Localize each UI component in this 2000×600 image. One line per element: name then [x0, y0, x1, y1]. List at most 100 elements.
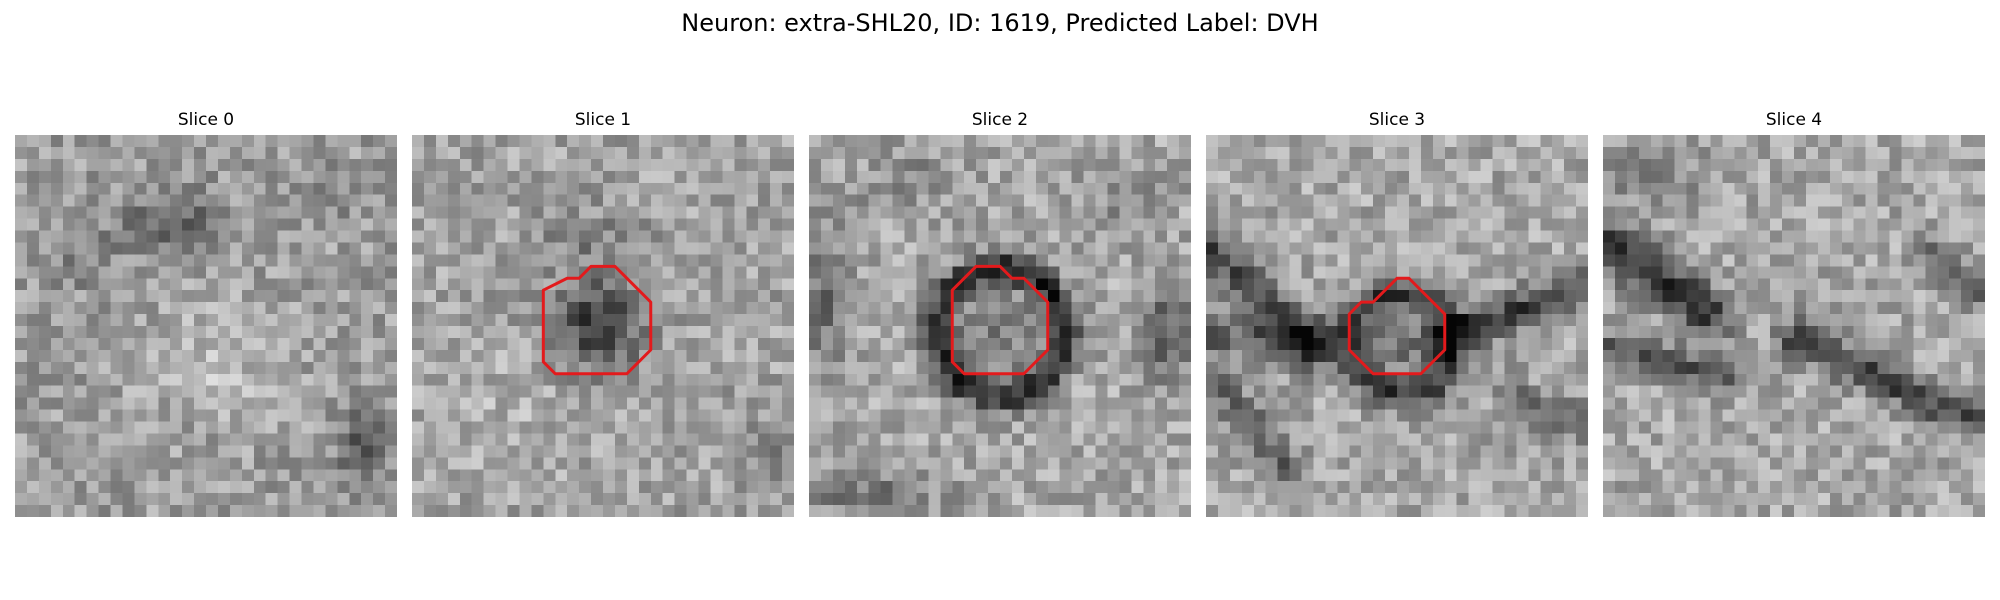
- slice-title: Slice 3: [1368, 110, 1426, 130]
- pixel: [1650, 170, 1663, 183]
- pixel: [1408, 194, 1422, 207]
- pixel: [1265, 457, 1278, 470]
- pixel: [782, 409, 794, 422]
- pixel: [1564, 445, 1577, 458]
- pixel: [301, 194, 314, 207]
- pixel: [638, 326, 651, 339]
- pixel: [1949, 337, 1962, 351]
- pixel: [38, 290, 52, 303]
- pixel: [313, 266, 326, 279]
- pixel: [1961, 326, 1974, 339]
- pixel: [758, 409, 771, 422]
- pixel: [361, 135, 374, 148]
- pixel: [1107, 266, 1120, 279]
- pixel: [471, 158, 484, 172]
- pixel: [1805, 302, 1819, 315]
- pixel: [1913, 278, 1926, 291]
- pixel: [734, 230, 747, 243]
- pixel: [1155, 481, 1168, 494]
- pixel: [1540, 146, 1553, 160]
- pixel: [916, 481, 929, 494]
- pixel: [1035, 433, 1048, 446]
- pixel: [1540, 505, 1553, 517]
- pixel: [988, 457, 1001, 470]
- pixel: [1973, 433, 1985, 446]
- pixel: [1071, 469, 1084, 482]
- pixel: [1059, 218, 1072, 231]
- pixel: [1853, 385, 1866, 398]
- pixel: [1373, 254, 1386, 267]
- pixel: [1023, 302, 1037, 315]
- pixel: [471, 278, 484, 291]
- pixel: [1155, 242, 1168, 255]
- pixel: [62, 469, 75, 482]
- pixel: [758, 206, 771, 219]
- pixel: [964, 146, 977, 160]
- pixel: [1626, 218, 1640, 231]
- pixel: [1059, 278, 1072, 291]
- pixel: [74, 469, 87, 482]
- pixel: [519, 230, 532, 243]
- pixel: [940, 230, 953, 243]
- pixel: [1468, 445, 1481, 458]
- pixel: [734, 242, 747, 255]
- pixel: [638, 469, 651, 482]
- pixel: [1107, 445, 1120, 458]
- pixel: [1901, 373, 1914, 386]
- pixel: [782, 337, 794, 351]
- pixel: [62, 481, 75, 494]
- pixel: [1023, 206, 1037, 219]
- pixel: [567, 493, 580, 506]
- pixel: [567, 433, 580, 446]
- pixel: [904, 218, 917, 231]
- pixel: [1023, 505, 1037, 517]
- pixel: [1095, 397, 1108, 410]
- pixel: [301, 469, 314, 482]
- pixel: [1853, 206, 1866, 219]
- pixel: [710, 206, 723, 219]
- pixel: [1480, 326, 1493, 339]
- pixel: [1047, 206, 1060, 219]
- pixel: [206, 170, 219, 183]
- pixel: [1143, 206, 1156, 219]
- pixel: [1167, 266, 1180, 279]
- pixel: [1241, 481, 1254, 494]
- pixel: [483, 218, 496, 231]
- pixel: [194, 385, 207, 398]
- pixel: [1408, 135, 1422, 148]
- pixel: [1841, 158, 1854, 172]
- pixel: [1373, 302, 1386, 315]
- pixel: [265, 433, 278, 446]
- pixel: [313, 505, 326, 517]
- pixel: [844, 445, 857, 458]
- pixel: [626, 421, 640, 434]
- pixel: [110, 481, 123, 494]
- pixel: [1504, 194, 1517, 207]
- pixel: [1564, 194, 1577, 207]
- pixel: [1480, 182, 1493, 195]
- pixel: [50, 481, 63, 494]
- pixel: [217, 397, 231, 410]
- pixel: [1023, 146, 1037, 160]
- pixel: [1277, 135, 1290, 148]
- pixel: [832, 349, 846, 363]
- pixel: [1206, 278, 1219, 291]
- pixel: [1071, 493, 1084, 506]
- pixel: [1540, 206, 1553, 219]
- pixel: [170, 397, 183, 410]
- pixel: [1155, 254, 1168, 267]
- pixel: [1468, 266, 1481, 279]
- pixel: [734, 469, 747, 482]
- pixel: [892, 421, 905, 434]
- pixel: [1686, 385, 1699, 398]
- pixel: [1047, 314, 1060, 327]
- pixel: [1516, 182, 1529, 195]
- pixel: [746, 194, 759, 207]
- pixel: [1674, 146, 1687, 160]
- pixel: [952, 421, 965, 434]
- pixel: [1865, 302, 1878, 315]
- pixel: [904, 290, 917, 303]
- pixel: [1083, 361, 1096, 374]
- pixel: [579, 421, 592, 434]
- pixel: [325, 194, 338, 207]
